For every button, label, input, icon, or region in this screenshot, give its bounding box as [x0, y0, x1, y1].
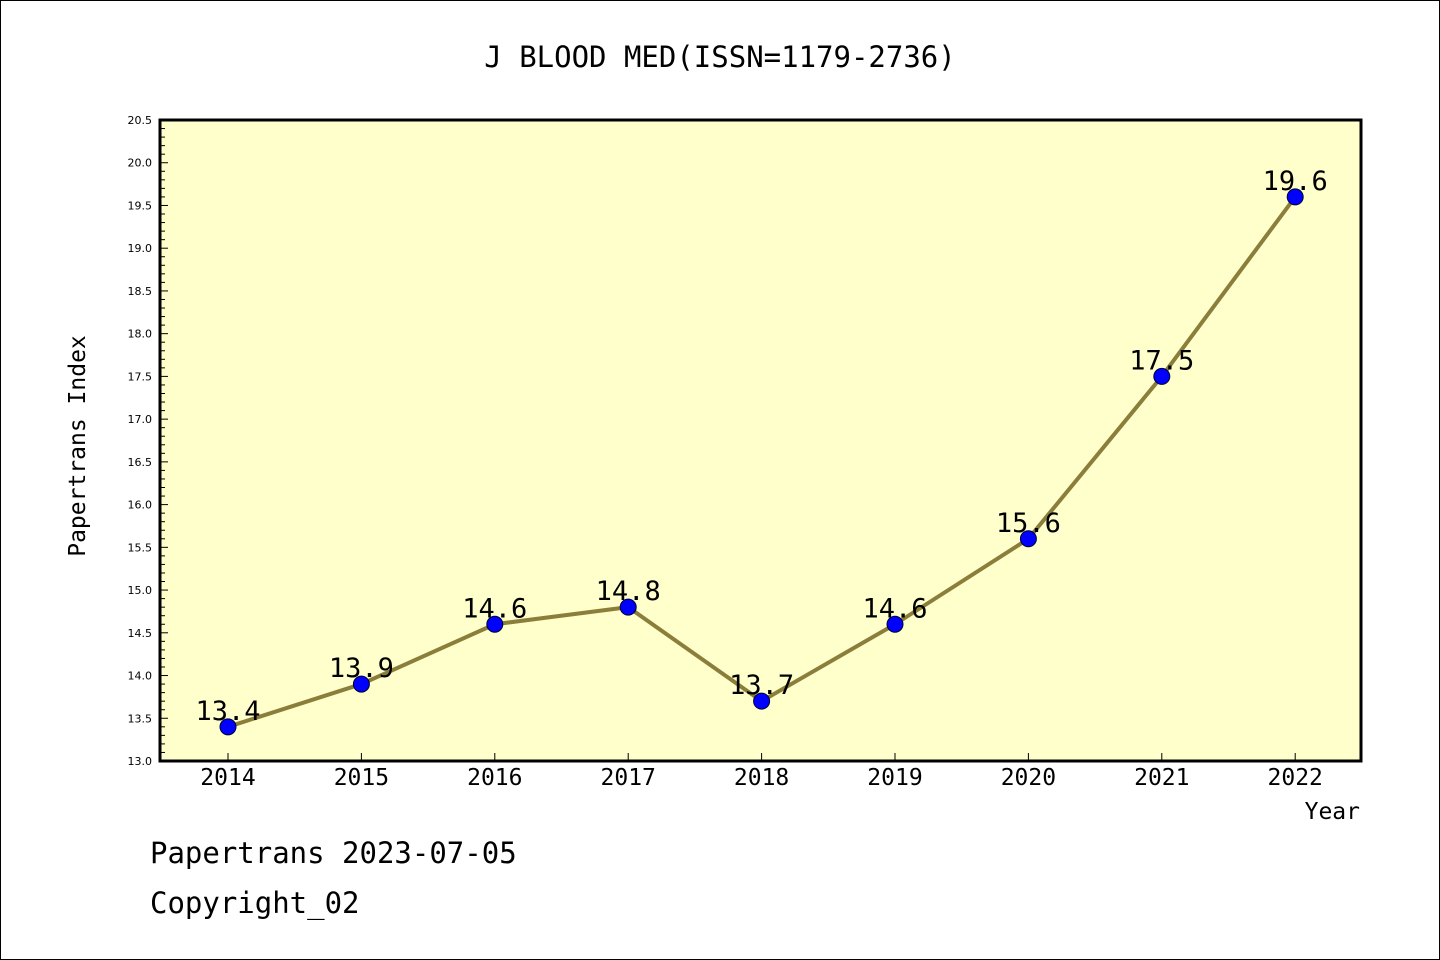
y-tick-label: 20.5 — [128, 114, 153, 127]
x-tick-label: 2021 — [1134, 765, 1189, 791]
footer-copyright-text: Copyright_02 — [150, 886, 360, 920]
y-tick-label: 13.0 — [128, 755, 153, 768]
data-label: 19.6 — [1263, 166, 1328, 197]
data-label: 17.5 — [1129, 345, 1194, 376]
y-axis: 13.0 13.5 14.0 14.5 15.0 15.5 16.0 16.5 17.0 17.5… — [128, 114, 168, 768]
x-tick-label: 2016 — [467, 765, 522, 791]
y-tick-label: 13.5 — [128, 712, 153, 725]
y-tick-label: 17.0 — [128, 413, 153, 426]
y-tick-label: 15.5 — [128, 541, 153, 554]
y-tick-label: 17.5 — [128, 370, 153, 383]
y-tick-label: 16.0 — [128, 499, 153, 512]
x-tick-label: 2014 — [200, 765, 255, 791]
data-label: 13.7 — [729, 670, 794, 701]
y-tick-label: 15.0 — [128, 584, 153, 597]
x-tick-label: 2015 — [334, 765, 389, 791]
plot-area — [158, 118, 1363, 763]
y-tick-label: 20.0 — [128, 157, 153, 170]
y-tick-label: 16.5 — [128, 456, 153, 469]
data-point — [619, 598, 637, 616]
y-tick-label: 19.5 — [128, 199, 153, 212]
data-point — [1153, 367, 1171, 385]
footer-date-text: Papertrans 2023-07-05 — [150, 836, 517, 870]
x-tick-label: 2018 — [734, 765, 789, 791]
data-point — [219, 718, 237, 736]
x-axis-label: Year — [1305, 799, 1360, 825]
chart-title: J BLOOD MED(ISSN=1179-2736) — [484, 40, 955, 74]
data-label: 13.9 — [329, 653, 394, 684]
data-label: 14.6 — [462, 593, 527, 624]
y-tick-label: 18.5 — [128, 285, 153, 298]
y-tick-label: 14.5 — [128, 627, 153, 640]
y-axis-label: Papertrans Index — [65, 335, 91, 557]
y-tick-label: 18.0 — [128, 328, 153, 341]
y-tick-label: 14.0 — [128, 670, 153, 683]
data-point — [753, 692, 771, 710]
x-tick-label: 2020 — [1001, 765, 1056, 791]
data-point — [352, 675, 370, 693]
data-point — [1019, 530, 1037, 548]
data-label: 14.8 — [596, 576, 661, 607]
x-axis: 2014 2015 2016 2017 2018 2019 2020 2021 2022 — [200, 753, 1323, 791]
data-point — [886, 615, 904, 633]
data-point — [486, 615, 504, 633]
data-series: 13.4 13.9 14.6 14.8 13.7 14.6 15.6 17.5 19.6 — [195, 166, 1328, 736]
y-tick-label: 19.0 — [128, 242, 153, 255]
data-label: 15.6 — [996, 508, 1061, 539]
x-tick-label: 2019 — [867, 765, 922, 791]
x-tick-label: 2022 — [1268, 765, 1323, 791]
data-point — [1286, 188, 1304, 206]
data-label: 13.4 — [195, 696, 260, 727]
x-tick-label: 2017 — [601, 765, 656, 791]
data-label: 14.6 — [862, 593, 927, 624]
